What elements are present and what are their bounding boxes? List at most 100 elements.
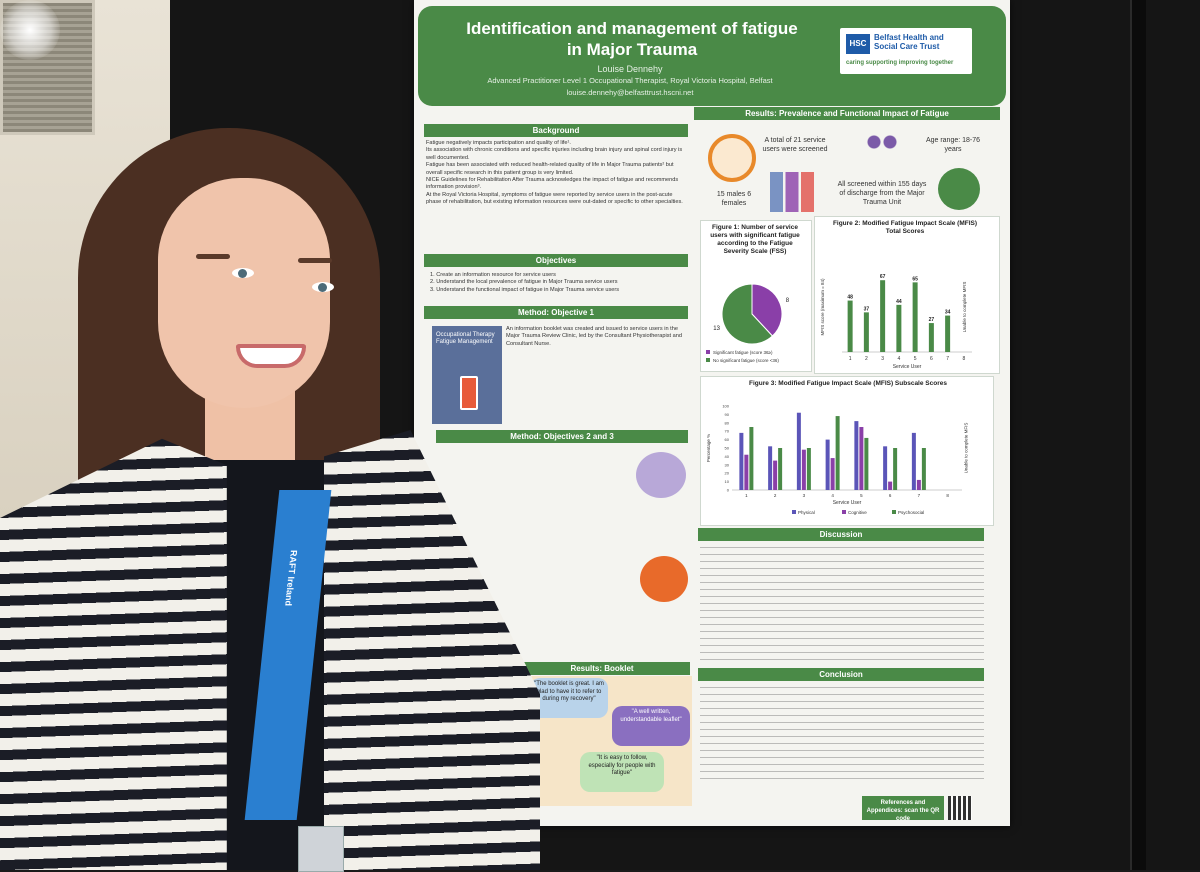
x-tick-label: 8 xyxy=(962,356,965,362)
bar xyxy=(883,446,888,490)
bar xyxy=(830,458,835,490)
section-conclusion: Conclusion xyxy=(698,668,984,681)
x-tick-label: 1 xyxy=(745,493,748,498)
legend-label: No significant fatigue (score <36) xyxy=(713,358,779,363)
list-item: 2. Understand the local prevalence of fa… xyxy=(430,279,618,286)
id-badge xyxy=(298,826,344,872)
right-eye xyxy=(312,282,334,292)
poster-author: Louise Dennehy Advanced Practitioner Lev… xyxy=(470,64,790,98)
left-eyebrow xyxy=(196,254,230,259)
x-tick-label: 4 xyxy=(831,493,834,498)
figure-2-title: Figure 2: Modified Fatigue Impact Scale … xyxy=(832,220,978,235)
x-tick-label: 3 xyxy=(803,493,806,498)
figure-3-grouped-bar-chart: 0 10 20 30 40 50 60 70 80 90 100 Percentage % Servic… xyxy=(706,404,969,516)
data-label: 65 xyxy=(912,276,918,282)
section-method-1: Method: Objective 1 xyxy=(424,306,688,319)
list-item: 1. Create an information resource for se… xyxy=(430,272,556,278)
author-name: Louise Dennehy xyxy=(597,64,663,74)
y-axis-label: Percentage % xyxy=(706,434,711,462)
y-tick-label: 70 xyxy=(725,429,730,434)
references-box: References and Appendices: scan the QR c… xyxy=(862,796,944,822)
legend-label: Significant fatigue (score 36≥) xyxy=(713,350,773,355)
x-tick-label: 8 xyxy=(946,493,949,498)
bar xyxy=(912,282,918,352)
x-tick-label: 2 xyxy=(865,356,868,362)
right-eyebrow xyxy=(298,258,332,263)
y-tick-label: 0 xyxy=(727,488,730,493)
y-tick-label: 80 xyxy=(725,420,730,425)
x-axis-label: Service User xyxy=(893,364,922,370)
y-tick-label: 100 xyxy=(722,404,729,409)
bar xyxy=(945,315,951,352)
section-objectives: Objectives xyxy=(424,254,688,267)
data-label: 27 xyxy=(929,317,935,323)
people-icon xyxy=(708,134,756,182)
bar xyxy=(744,454,749,490)
bar xyxy=(864,437,869,490)
bar xyxy=(768,446,773,490)
bar xyxy=(911,432,916,490)
x-tick-label: 4 xyxy=(897,356,900,362)
trust-logo: HSC Belfast Health and Social Care Trust… xyxy=(840,28,972,74)
data-label: 34 xyxy=(945,310,951,316)
bar xyxy=(896,304,902,352)
list-item: Fatigue negatively impacts participation… xyxy=(426,140,571,146)
author-email: louise.dennehy@belfasttrust.hscni.net xyxy=(566,88,694,97)
poster-title: Identification and management of fatigue… xyxy=(466,19,798,59)
list-item: NICE Guidelines for Rehabilitation After… xyxy=(426,177,679,191)
y-tick-label: 20 xyxy=(725,471,730,476)
x-tick-label: 1 xyxy=(849,356,852,362)
data-label: 37 xyxy=(864,306,870,312)
metal-pole xyxy=(1130,0,1146,870)
patients-icon xyxy=(862,130,902,170)
objectives-list: 1. Create an information resource for se… xyxy=(430,272,688,294)
bar xyxy=(773,460,778,490)
x-tick-label: 5 xyxy=(914,356,917,362)
y-tick-label: 10 xyxy=(725,479,730,484)
clipboard-icon xyxy=(640,556,688,602)
unable-note: Unable to complete MFIS xyxy=(964,423,969,474)
bar xyxy=(893,448,898,490)
section-booklet: Results: Booklet xyxy=(514,662,690,675)
section-discussion: Discussion xyxy=(698,528,984,541)
x-tick-label: 6 xyxy=(930,356,933,362)
list-item: 3. Understand the functional impact of f… xyxy=(430,286,620,293)
bar xyxy=(796,412,801,490)
bar xyxy=(859,427,864,490)
figure-3-title: Figure 3: Modified Fatigue Impact Scale … xyxy=(749,380,947,387)
legend-label: Psychosocial xyxy=(898,510,924,515)
section-results: Results: Prevalence and Functional Impac… xyxy=(694,107,1000,120)
x-tick-label: 6 xyxy=(889,493,892,498)
bar xyxy=(863,312,869,352)
legend-swatch xyxy=(706,358,710,362)
bar xyxy=(916,479,921,490)
quote-bubble: "A well written, understandable leaflet" xyxy=(612,706,690,746)
bar xyxy=(921,448,926,490)
hospital-icon xyxy=(938,168,980,210)
conclusion-text xyxy=(700,684,984,780)
bar xyxy=(835,416,840,490)
trust-tagline: caring supporting improving together xyxy=(846,60,954,66)
list-item: Fatigue has been associated with reduced… xyxy=(426,162,674,176)
legend-swatch xyxy=(706,350,710,354)
legend-swatch xyxy=(892,510,896,514)
pie-slice xyxy=(721,283,774,345)
gender-icons xyxy=(770,172,814,212)
y-tick-label: 40 xyxy=(725,454,730,459)
quote-bubble: "It is easy to follow, especially for pe… xyxy=(580,752,664,792)
person-face xyxy=(158,178,330,408)
x-tick-label: 5 xyxy=(860,493,863,498)
battery-icon xyxy=(460,376,478,410)
figure-2-bar-chart: MFIS score (maximum = 84)Service User148… xyxy=(820,274,972,370)
booklet-cover-title: Occupational Therapy Fatigue Management xyxy=(436,332,495,345)
figure-1-title: Figure 1: Number of service users with s… xyxy=(710,224,800,255)
section-background: Background xyxy=(424,124,688,137)
author-role: Advanced Practitioner Level 1 Occupation… xyxy=(487,76,773,85)
bar xyxy=(739,432,744,490)
smile xyxy=(236,344,306,368)
data-label: 48 xyxy=(847,295,853,301)
bar xyxy=(825,439,830,490)
list-item: At the Royal Victoria Hospital, symptoms… xyxy=(426,191,683,206)
y-axis-label: MFIS score (maximum = 84) xyxy=(820,278,825,335)
unable-note: Unable to complete MFIS xyxy=(962,282,967,333)
